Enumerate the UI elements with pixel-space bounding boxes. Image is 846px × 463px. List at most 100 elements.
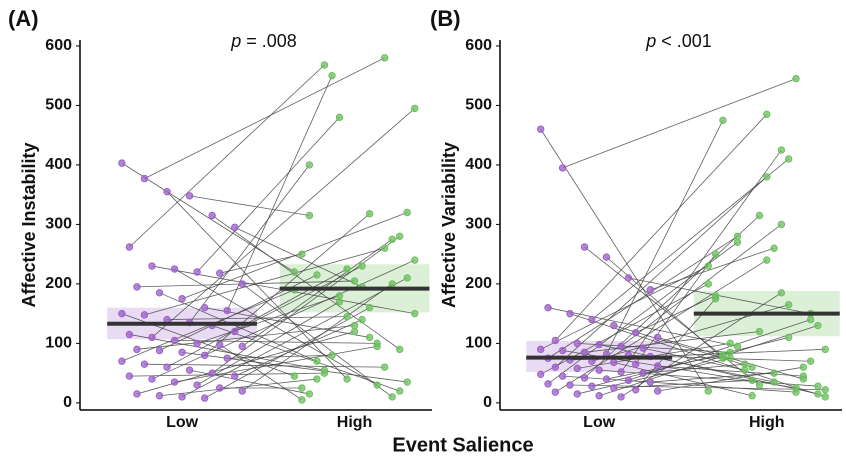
data-point	[411, 256, 419, 264]
data-point	[573, 339, 581, 348]
data-point	[784, 301, 793, 309]
data-point	[313, 375, 321, 383]
data-point	[118, 309, 126, 318]
y-tick-label: 200	[45, 275, 72, 292]
data-point	[118, 357, 126, 365]
data-point	[610, 358, 618, 367]
data-point	[305, 211, 314, 220]
data-point	[118, 159, 126, 167]
pair-line	[151, 259, 415, 380]
data-point	[290, 268, 299, 276]
pair-line	[555, 114, 768, 341]
data-point	[632, 386, 640, 394]
pair-line	[620, 224, 782, 347]
data-point	[155, 392, 164, 400]
data-point	[588, 315, 596, 324]
data-point	[350, 277, 359, 285]
pair-line	[226, 75, 333, 311]
x-tick-label: Low	[166, 414, 199, 431]
data-point	[380, 244, 389, 252]
panel-label: (B)	[430, 6, 461, 31]
data-point	[350, 321, 359, 330]
data-point	[388, 280, 396, 288]
data-point	[148, 333, 156, 342]
data-point	[328, 71, 336, 80]
data-point	[320, 369, 329, 377]
data-point	[320, 61, 329, 69]
data-point	[617, 368, 625, 376]
y-axis-label: Affective Variability	[439, 142, 459, 308]
data-point	[216, 340, 224, 349]
data-point	[388, 235, 396, 243]
data-point	[763, 256, 771, 264]
data-point	[290, 372, 299, 380]
data-point	[806, 315, 815, 324]
data-point	[170, 336, 179, 345]
data-point	[726, 354, 734, 362]
data-point	[632, 328, 640, 337]
data-point	[646, 286, 655, 294]
data-point	[140, 360, 149, 368]
data-point	[602, 375, 611, 383]
pair-line	[234, 265, 363, 332]
data-point	[380, 54, 389, 62]
p-label: p	[230, 31, 241, 51]
data-point	[343, 312, 351, 321]
data-point	[741, 360, 749, 368]
data-point	[343, 375, 351, 383]
data-point	[821, 386, 829, 394]
x-tick-label: Low	[583, 414, 616, 431]
annotation-text: = .008	[246, 31, 297, 51]
data-point	[133, 345, 141, 354]
data-point	[610, 384, 618, 392]
pair-line	[189, 164, 310, 323]
pair-line	[204, 307, 370, 399]
pair-line	[540, 265, 709, 350]
pair-line	[144, 57, 385, 179]
pair-line	[606, 120, 724, 355]
data-point	[632, 360, 640, 368]
pair-line	[242, 283, 393, 392]
pair-line	[219, 344, 303, 401]
data-point	[335, 298, 344, 306]
data-point	[170, 378, 179, 386]
pair-line	[136, 331, 355, 395]
pair-line	[204, 307, 370, 338]
pair-line	[129, 64, 325, 248]
data-point	[305, 161, 314, 169]
pair-line	[151, 108, 416, 338]
y-tick-label: 500	[45, 97, 72, 114]
data-point	[178, 348, 186, 356]
data-point	[125, 372, 134, 380]
y-axis-label: Affective Instability	[19, 142, 39, 307]
data-point	[380, 363, 389, 371]
data-point	[792, 388, 800, 396]
data-point	[784, 155, 793, 163]
data-point	[704, 387, 712, 395]
data-point	[185, 192, 194, 200]
data-point	[566, 309, 574, 318]
pair-line	[584, 331, 760, 353]
data-point	[328, 351, 336, 359]
data-point	[551, 336, 560, 345]
data-point	[544, 380, 552, 388]
data-point	[617, 342, 625, 351]
annotation: p = .008	[230, 31, 297, 51]
data-point	[200, 303, 209, 312]
data-point	[133, 283, 141, 291]
data-point	[365, 209, 374, 218]
y-tick-label: 300	[465, 216, 492, 233]
y-tick-label: 0	[63, 394, 72, 411]
data-point	[763, 110, 771, 119]
pair-line	[136, 325, 355, 350]
data-point	[396, 345, 404, 354]
data-point	[231, 223, 239, 232]
data-point	[365, 303, 374, 312]
data-point	[777, 146, 786, 154]
data-point	[411, 104, 419, 113]
data-point	[298, 396, 306, 404]
panel-label: (A)	[8, 6, 39, 31]
data-point	[624, 376, 633, 384]
data-point	[170, 265, 179, 273]
